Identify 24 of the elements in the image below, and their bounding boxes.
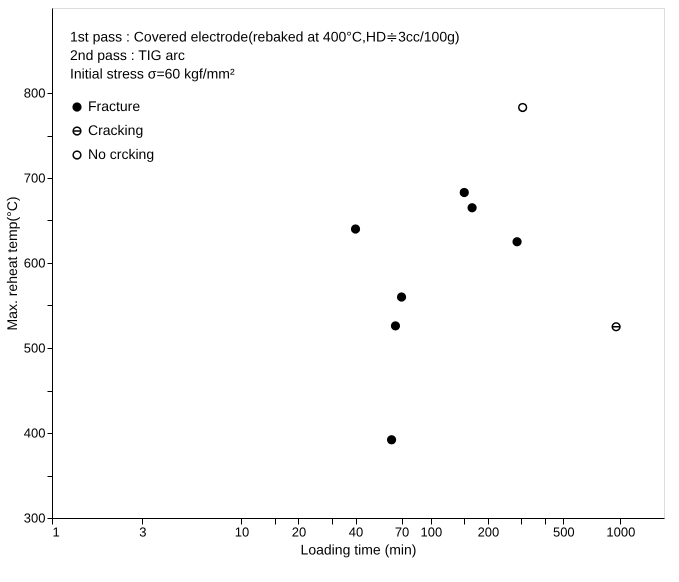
annotation: 1st pass : Covered electrode(rebaked at 400°C,HD≑3cc/100g) [70,28,460,44]
x-tick-label: 10 [234,524,250,540]
annotation: Initial stress σ=60 kgf/mm² [70,66,235,82]
legend-label: Fracture [88,98,140,114]
x-tick-label: 200 [478,524,500,540]
y-tick-label: 300 [24,510,46,526]
legend-label: No crcking [88,146,154,162]
y-tick-label: 600 [24,256,46,270]
x-tick-label: 1000 [606,524,636,540]
y-tick-label: 400 [24,426,46,440]
x-tick-label: 100 [420,524,442,540]
x-tick-label: 40 [348,524,364,540]
x-tick-label: 70 [394,524,410,540]
x-axis-title: Loading time (min) [300,542,416,558]
y-tick-label: 700 [24,170,46,186]
y-axis-title: Max. reheat temp(°C) [4,196,20,330]
legend-label: Cracking [88,122,144,138]
x-tick-label: 20 [292,524,306,540]
x-tick-label: 3 [139,524,147,540]
y-tick-label: 500 [24,340,46,356]
y-tick-label: 800 [24,86,46,100]
annotation: 2nd pass : TIG arc [70,47,185,63]
x-tick-label: 1 [52,524,60,540]
x-tick-label: 500 [552,524,575,540]
